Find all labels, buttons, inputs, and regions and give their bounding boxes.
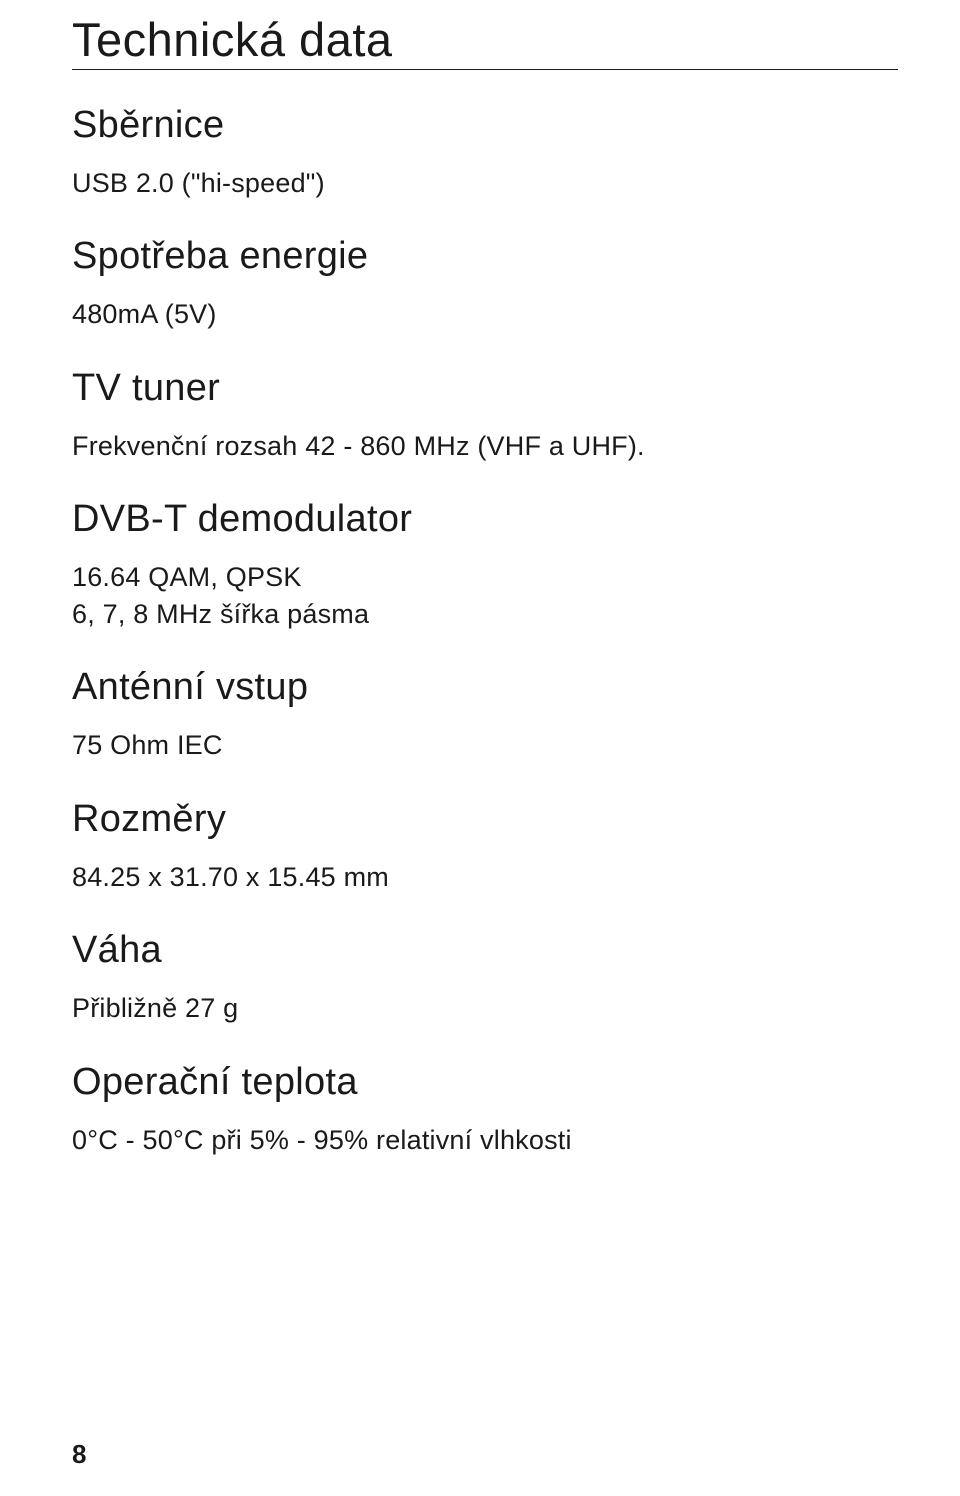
section-body: 480mA (5V) xyxy=(72,296,898,332)
section-body: 84.25 x 31.70 x 15.45 mm xyxy=(72,859,898,895)
section-heading: Anténní vstup xyxy=(72,666,898,709)
page-number: 8 xyxy=(72,1439,86,1470)
section-heading: Rozměry xyxy=(72,798,898,841)
section-heading: Sběrnice xyxy=(72,104,898,147)
document-page: Technická data Sběrnice USB 2.0 ("hi-spe… xyxy=(0,0,960,1496)
section-heading: TV tuner xyxy=(72,367,898,410)
section-body: Frekvenční rozsah 42 - 860 MHz (VHF a UH… xyxy=(72,428,898,464)
section-body: Přibližně 27 g xyxy=(72,990,898,1026)
section-body: 75 Ohm IEC xyxy=(72,727,898,763)
section-heading: Váha xyxy=(72,929,898,972)
section-heading: DVB-T demodulator xyxy=(72,498,898,541)
section-body: 16.64 QAM, QPSK6, 7, 8 MHz šířka pásma xyxy=(72,559,898,632)
section-heading: Spotřeba energie xyxy=(72,235,898,278)
page-title: Technická data xyxy=(72,12,898,70)
section-body: 0°C - 50°C při 5% - 95% relativní vlhkos… xyxy=(72,1122,898,1158)
section-heading: Operační teplota xyxy=(72,1061,898,1104)
section-body: USB 2.0 ("hi-speed") xyxy=(72,165,898,201)
